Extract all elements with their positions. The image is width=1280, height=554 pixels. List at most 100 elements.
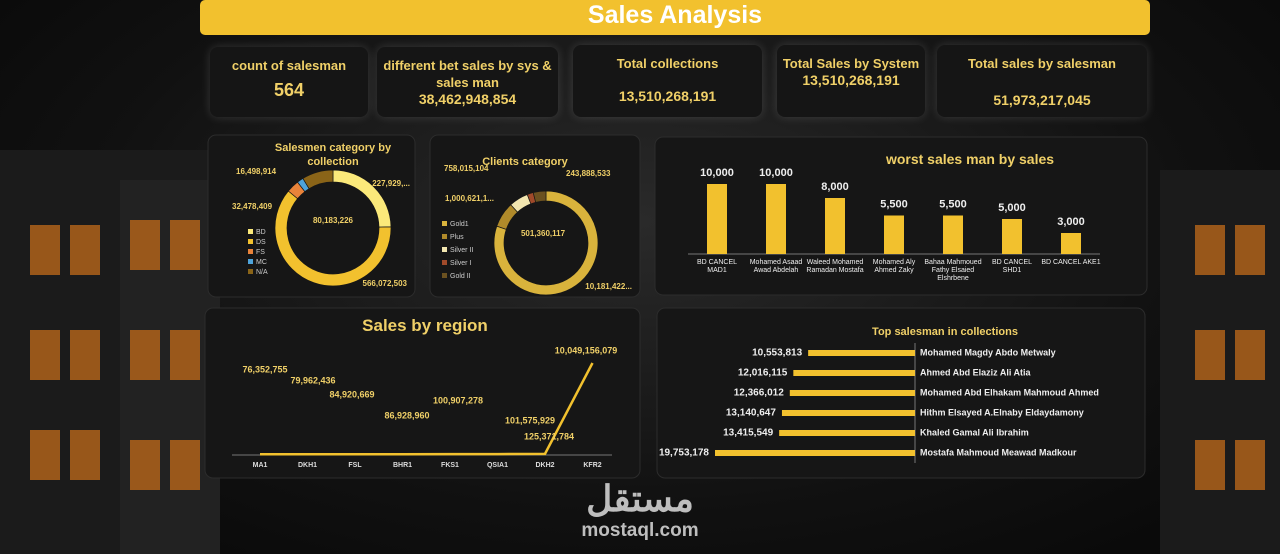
data-label: 10,181,422... — [585, 282, 632, 291]
legend-swatch — [248, 229, 253, 234]
x-tick-label: BHR1 — [393, 462, 412, 469]
window — [1195, 330, 1225, 380]
data-label: 5,500 — [880, 198, 908, 210]
legend-swatch — [248, 269, 253, 274]
legend-label: Silver I — [450, 260, 471, 267]
data-label: 243,888,533 — [566, 169, 611, 178]
data-label: 16,498,914 — [236, 167, 277, 176]
data-label: 100,907,278 — [433, 395, 483, 405]
title-bar — [200, 0, 1150, 35]
bar — [789, 390, 915, 396]
data-label: 32,478,409 — [232, 202, 273, 211]
bar — [715, 450, 915, 456]
legend-label: MC — [256, 259, 267, 266]
window — [1235, 440, 1265, 490]
data-label: 3,000 — [1057, 216, 1085, 228]
legend-swatch — [248, 259, 253, 264]
window — [130, 330, 160, 380]
watermark-latin: mostaql.com — [581, 520, 699, 541]
x-tick-label: DKH1 — [298, 462, 317, 469]
window — [70, 330, 100, 380]
kpi-value: 51,973,217,045 — [993, 92, 1091, 108]
chart-title: Clients category — [482, 156, 568, 168]
bar — [1061, 233, 1081, 254]
data-label: 80,183,226 — [313, 216, 354, 225]
x-tick-label: BD CANCEL AKE1 — [1041, 259, 1101, 266]
legend-label: DS — [256, 239, 266, 246]
window — [170, 440, 200, 490]
legend-label: BD — [256, 229, 266, 236]
window — [70, 225, 100, 275]
bar — [1002, 219, 1022, 254]
x-tick-label: MA1 — [253, 462, 268, 469]
legend-label: Gold1 — [450, 221, 469, 228]
x-tick-label: BD CANCEL MAD1 — [696, 259, 738, 274]
legend-swatch — [442, 234, 447, 239]
kpi-value: 13,510,268,191 — [802, 72, 900, 88]
legend-label: Gold II — [450, 273, 471, 280]
y-tick-label: Ahmed Abd Elaziz Ali Atia — [920, 367, 1032, 377]
x-tick-label: QSIA1 — [487, 462, 508, 469]
window — [170, 220, 200, 270]
x-tick-label: DKH2 — [535, 462, 554, 469]
legend-label: N/A — [256, 269, 268, 276]
data-label: 8,000 — [821, 181, 849, 193]
window — [30, 225, 60, 275]
data-label: 501,360,117 — [521, 229, 566, 238]
kpi-card: count of salesman 564 — [210, 47, 368, 117]
kpi-value: 564 — [273, 80, 305, 100]
panel — [207, 134, 416, 298]
data-label: 566,072,503 — [363, 279, 408, 288]
legend-swatch — [442, 260, 447, 265]
y-tick-label: Mohamed Magdy Abdo Metwaly — [920, 347, 1056, 357]
data-label: 13,140,647 — [726, 408, 776, 419]
data-label: 86,928,960 — [384, 410, 429, 420]
data-label: 10,000 — [759, 167, 793, 179]
legend-swatch — [248, 249, 253, 254]
bar — [808, 350, 915, 356]
line — [259, 362, 594, 456]
legend-swatch — [248, 239, 253, 244]
chart-title: worst sales man by sales — [885, 151, 1055, 167]
kpi-label: count of salesman — [231, 58, 347, 73]
data-label: 227,929,... — [372, 179, 410, 188]
x-tick-label: Mohamed Asaad Awad Abdelah — [749, 259, 803, 274]
y-tick-label: Hithm Elsayed A.Elnaby Eldaydamony — [920, 407, 1084, 417]
kpi-card: Total Sales by System 13,510,268,191 — [777, 45, 925, 117]
kpi-value: 13,510,268,191 — [618, 88, 717, 104]
window — [30, 330, 60, 380]
legend-label: FS — [256, 249, 265, 256]
chart-title: Salesmen category by collection — [274, 142, 392, 168]
data-label: 76,352,755 — [242, 364, 287, 374]
legend-label: Silver II — [450, 247, 473, 254]
window — [1195, 440, 1225, 490]
legend-swatch — [442, 273, 447, 278]
bar — [793, 370, 915, 376]
data-label: 12,016,115 — [738, 368, 788, 379]
x-tick-label: BD CANCEL SHD1 — [991, 259, 1033, 274]
data-label: 84,920,669 — [329, 389, 374, 399]
window — [1235, 225, 1265, 275]
legend-label: Plus — [450, 234, 464, 241]
donut-segment — [302, 169, 334, 190]
window — [170, 330, 200, 380]
data-label: 12,366,012 — [734, 388, 784, 399]
bar — [781, 410, 915, 416]
data-label: 101,575,929 — [505, 415, 555, 425]
bar — [766, 184, 786, 254]
kpi-label: Total sales by salesman — [968, 56, 1116, 71]
window — [30, 430, 60, 480]
x-tick-label: Waleed Mohamed Ramadan Mostafa — [806, 259, 864, 274]
kpi-label: Total Sales by System — [782, 56, 920, 71]
window — [1195, 225, 1225, 275]
legend-swatch — [442, 247, 447, 252]
data-label: 758,015,104 — [444, 164, 489, 173]
window — [1235, 330, 1265, 380]
y-tick-label: Mohamed Abd Elhakam Mahmoud Ahmed — [920, 387, 1099, 397]
data-label: 10,553,813 — [752, 348, 802, 359]
kpi-label: different bet sales by sys & sales man — [383, 58, 552, 90]
chart-title: Top salesman in collections — [872, 326, 1018, 338]
donut-segment — [532, 190, 547, 203]
bar — [825, 198, 845, 254]
